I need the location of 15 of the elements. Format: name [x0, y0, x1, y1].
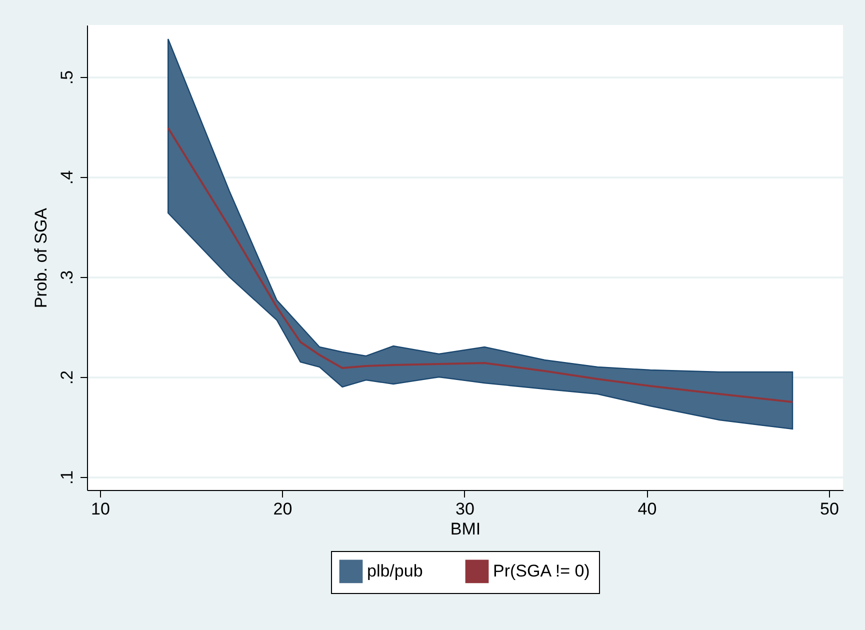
- line-series: [167, 127, 794, 403]
- y-tick-label: .3: [58, 270, 76, 285]
- y-tick-label: .5: [58, 70, 76, 85]
- y-axis-title: Prob. of SGA: [32, 207, 50, 308]
- x-axis-title: BMI: [450, 520, 481, 538]
- x-tick-label: 40: [638, 500, 657, 518]
- y-tick-label: .2: [58, 370, 76, 385]
- x-tick-label: 30: [455, 500, 474, 518]
- legend-label: Pr(SGA != 0): [493, 561, 590, 580]
- y-tick-label: .1: [58, 470, 76, 485]
- y-tick-label: .4: [58, 170, 76, 185]
- x-tick-label: 50: [820, 500, 839, 518]
- x-tick-label: 20: [273, 500, 292, 518]
- text: plb/pub: [367, 561, 423, 580]
- x-tick-label: 10: [90, 500, 110, 518]
